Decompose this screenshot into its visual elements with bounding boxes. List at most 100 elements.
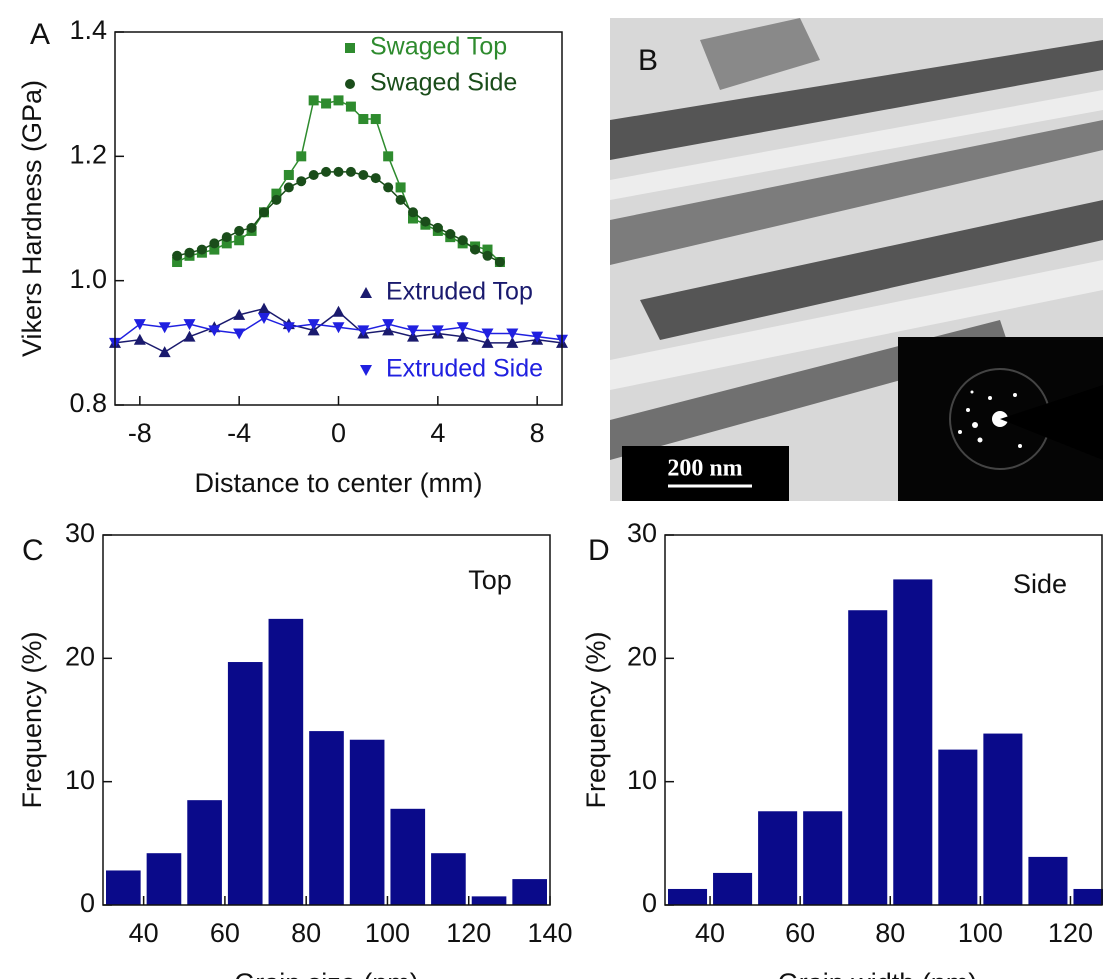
marker bbox=[482, 250, 493, 261]
marker bbox=[357, 325, 370, 337]
x-tick-label: 80 bbox=[875, 918, 905, 948]
marker bbox=[408, 213, 418, 224]
y-tick-label: 30 bbox=[65, 518, 95, 548]
bar bbox=[1028, 856, 1068, 905]
marker bbox=[333, 166, 344, 177]
x-tick-label: 4 bbox=[430, 418, 445, 448]
x-tick-label: 40 bbox=[695, 918, 725, 948]
bar bbox=[187, 800, 222, 905]
marker bbox=[481, 336, 494, 348]
marker bbox=[457, 235, 468, 246]
marker bbox=[172, 250, 183, 261]
marker bbox=[246, 222, 257, 233]
marker bbox=[431, 325, 444, 337]
marker bbox=[183, 330, 196, 342]
marker bbox=[321, 166, 332, 177]
y-tick-label: 1.4 bbox=[69, 15, 107, 45]
y-tick-label: 0 bbox=[642, 888, 657, 918]
marker bbox=[296, 176, 307, 187]
plot-frame bbox=[114, 31, 563, 406]
marker bbox=[196, 244, 207, 255]
x-tick-label: 140 bbox=[527, 918, 572, 948]
legend-label: Swaged Top bbox=[370, 33, 507, 61]
panel-label: D bbox=[588, 534, 610, 567]
marker bbox=[208, 325, 221, 337]
x-axis-title: Grain width (nm) bbox=[778, 968, 978, 979]
bar bbox=[390, 808, 426, 905]
marker bbox=[234, 235, 245, 246]
panel-label: A bbox=[30, 18, 50, 51]
x-tick-label: 80 bbox=[291, 918, 321, 948]
x-axis-title: Distance to center (mm) bbox=[194, 468, 482, 498]
marker bbox=[271, 188, 282, 199]
marker bbox=[506, 328, 519, 340]
x-axis-title: Grain size (nm) bbox=[234, 968, 419, 979]
bar bbox=[146, 853, 182, 905]
marker bbox=[407, 325, 419, 337]
bar bbox=[713, 872, 753, 905]
marker bbox=[221, 238, 232, 249]
y-tick-label: 10 bbox=[627, 765, 657, 795]
legend-label: Extruded Top bbox=[386, 278, 533, 306]
marker bbox=[258, 302, 270, 314]
bar bbox=[803, 811, 843, 905]
legend-label: Swaged Side bbox=[370, 69, 517, 97]
bar bbox=[268, 618, 304, 905]
bar bbox=[758, 811, 798, 905]
bar bbox=[893, 579, 933, 905]
marker bbox=[531, 331, 544, 343]
x-tick-label: 100 bbox=[958, 918, 1003, 948]
marker bbox=[395, 194, 406, 205]
marker bbox=[494, 257, 505, 268]
bar bbox=[938, 749, 978, 905]
x-tick-label: 100 bbox=[365, 918, 410, 948]
marker bbox=[158, 346, 171, 358]
marker bbox=[332, 322, 345, 334]
x-tick-label: 60 bbox=[785, 918, 815, 948]
marker bbox=[345, 101, 356, 112]
marker bbox=[283, 169, 294, 180]
y-tick-label: 20 bbox=[627, 641, 657, 671]
bar bbox=[349, 739, 385, 905]
marker bbox=[308, 95, 319, 106]
bar bbox=[227, 662, 263, 905]
bar bbox=[848, 610, 888, 905]
marker bbox=[370, 173, 381, 184]
marker bbox=[233, 308, 246, 320]
marker bbox=[234, 225, 245, 236]
marker bbox=[456, 330, 469, 342]
marker bbox=[296, 151, 307, 162]
marker bbox=[358, 169, 369, 180]
bar bbox=[983, 733, 1023, 905]
bar bbox=[471, 896, 507, 905]
legend-marker bbox=[345, 79, 355, 89]
marker bbox=[321, 98, 332, 109]
marker bbox=[470, 244, 481, 255]
bar bbox=[106, 870, 141, 905]
bar bbox=[1073, 888, 1103, 905]
plot-frame bbox=[102, 534, 551, 906]
marker bbox=[382, 319, 395, 331]
marker bbox=[420, 216, 431, 227]
marker bbox=[259, 207, 269, 218]
marker bbox=[308, 169, 319, 180]
y-tick-label: 10 bbox=[65, 765, 95, 795]
marker bbox=[209, 238, 220, 249]
panel-label: C bbox=[22, 534, 44, 567]
panel-label: B bbox=[638, 44, 658, 77]
series-line bbox=[176, 171, 501, 263]
marker bbox=[383, 151, 394, 162]
x-tick-label: 120 bbox=[446, 918, 491, 948]
marker bbox=[209, 244, 220, 255]
legend-marker bbox=[360, 287, 372, 298]
y-axis-title: Frequency (%) bbox=[17, 631, 47, 808]
y-tick-label: 0 bbox=[80, 888, 95, 918]
tem-image: 200 nm B bbox=[610, 18, 1103, 501]
x-tick-label: 120 bbox=[1048, 918, 1093, 948]
marker bbox=[221, 232, 232, 243]
y-tick-label: 1.2 bbox=[69, 139, 107, 169]
bar bbox=[431, 853, 466, 905]
legend-label: Extruded Side bbox=[386, 355, 543, 383]
plot-frame bbox=[664, 534, 1103, 906]
annotation: Top bbox=[468, 565, 512, 595]
